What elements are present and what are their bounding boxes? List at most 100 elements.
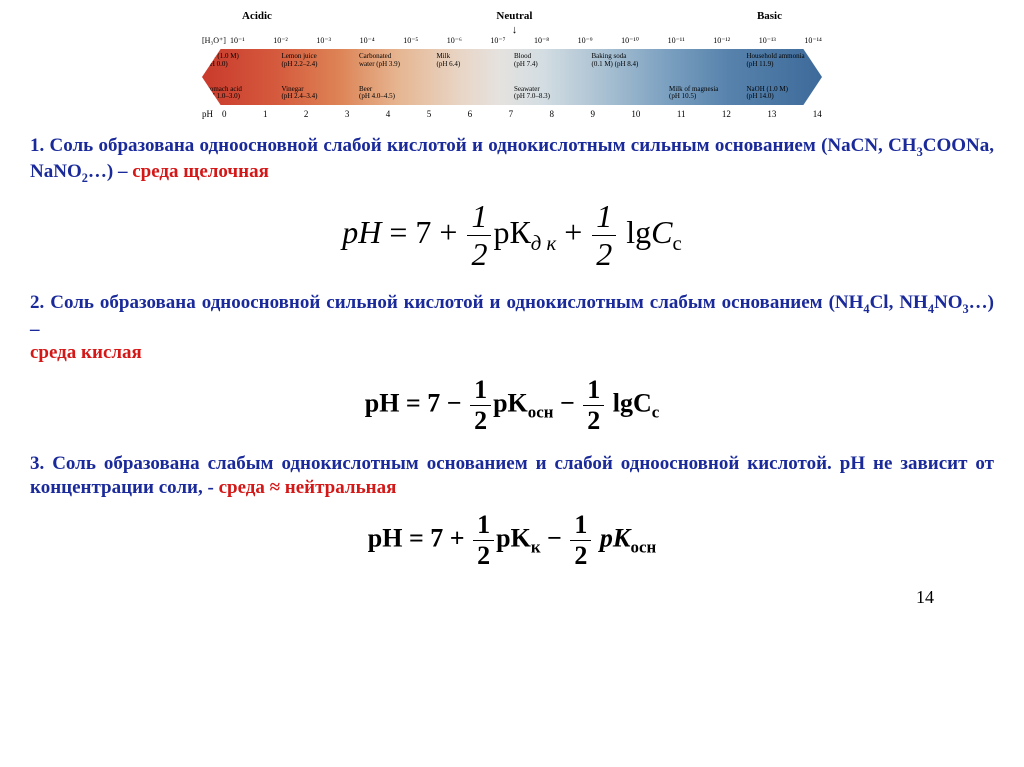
ph-example-col: Household ammonia (pH 11.9) NaOH (1.0 M) … [745,49,823,105]
f2-frac1: 12 [470,375,491,436]
ph-example-col: HCl (1.0 M) (pH 0.0) Stomach acid (pH 1.0… [202,49,280,105]
label-neutral: Neutral [496,10,532,22]
f3-pk1: pK [496,523,531,552]
ph-example-col: Lemon juice (pH 2.2–2.4) Vinegar (pH 2.4–… [280,49,358,105]
f3-pk2: pК [593,523,630,552]
section2-text-a: 2. Соль образована одноосновной сильной … [30,292,863,313]
section3-environment: среда ≈ нейтральная [219,477,397,498]
h3o-values: 10⁻¹10⁻²10⁻³10⁻⁴10⁻⁵10⁻⁶10⁻⁷10⁻⁸10⁻⁹10⁻¹… [230,36,822,45]
ph-value: 8 [550,109,555,119]
ph-scale-header: Acidic Neutral Basic [202,10,822,22]
ph-value: 4 [386,109,391,119]
f3-minus: − [541,523,569,552]
f3-pk1sub: к [531,537,541,556]
formula-3: pH = 7 + 12pKк − 12 pКосн [30,510,994,571]
ph-example-col: Carbonated water (pH 3.9) Beer (pH 4.0–4.… [357,49,435,105]
section1-text-a: 1. Соль образована одноосновной слабой к… [30,135,917,156]
ph-example-col: Baking soda (0.1 M) (pH 8.4) [590,49,668,105]
formula-1: pH = 7 + 12pКд к + 12 lgCс [30,198,994,273]
ph-value: 0 [222,109,227,119]
ph-example-bot: Beer (pH 4.0–4.5) [359,86,433,101]
f3-pk2sub: осн [631,537,657,556]
section2-text-c: NO [934,292,963,313]
f1-Csub: с [673,233,682,256]
h3o-label: [H₃O⁺] [202,36,230,45]
f1-C: C [651,214,672,250]
ph-example-bot: Stomach acid (pH 1.0–3.0) [204,86,278,101]
f1-frac1: 12 [467,198,491,273]
ph-value: 6 [468,109,473,119]
ph-example-col: Blood (pH 7.4) Seawater (pH 7.0–8.3) [512,49,590,105]
ph-example-top: Carbonated water (pH 3.9) [359,53,433,68]
f2-pksub: осн [528,403,554,422]
section1-environment: среда щелочная [132,161,269,182]
ph-value: 12 [722,109,731,119]
ph-value: 1 [263,109,268,119]
section2-environment: среда кислая [30,342,142,363]
f1-frac2: 12 [592,198,616,273]
ph-value: 3 [345,109,350,119]
ph-example-bot: NaOH (1.0 M) (pH 14.0) [747,86,821,101]
ph-values-row: pH 01234567891011121314 [202,109,822,119]
ph-example-top: Blood (pH 7.4) [514,53,588,68]
label-basic: Basic [757,10,782,22]
ph-gradient-bar: HCl (1.0 M) (pH 0.0) Stomach acid (pH 1.0… [202,49,822,105]
h3o-value: 10⁻¹² [713,36,730,45]
h3o-concentration-row: [H₃O⁺] 10⁻¹10⁻²10⁻³10⁻⁴10⁻⁵10⁻⁶10⁻⁷10⁻⁸1… [202,36,822,45]
ph-example-col: Milk (pH 6.4) [435,49,513,105]
ph-value: 7 [509,109,514,119]
ph-value: 10 [631,109,640,119]
f1-pk: pК [493,214,530,250]
section-2: 2. Соль образована одноосновной сильной … [30,291,994,365]
ph-label: pH [202,109,222,119]
h3o-value: 10⁻¹⁴ [804,36,821,45]
ph-examples: HCl (1.0 M) (pH 0.0) Stomach acid (pH 1.0… [202,49,822,105]
f3-lhs: pH [368,523,403,552]
ph-value: 9 [590,109,595,119]
h3o-value: 10⁻¹ [230,36,245,45]
f2-pk: pK [493,389,528,418]
ph-value: 5 [427,109,432,119]
h3o-value: 10⁻¹⁰ [621,36,639,45]
h3o-value: 10⁻¹³ [759,36,776,45]
f1-plus: + [556,214,590,250]
ph-scale: Acidic Neutral Basic [H₃O⁺] 10⁻¹10⁻²10⁻³… [202,10,822,119]
h3o-value: 10⁻⁹ [578,36,593,45]
f2-minus: − [553,389,581,418]
ph-example-top: Household ammonia (pH 11.9) [747,53,821,68]
f3-frac1: 12 [473,510,494,571]
label-acidic: Acidic [242,10,272,22]
f1-pksub: д к [531,233,556,256]
h3o-value: 10⁻⁴ [360,36,375,45]
section3-text-a: 3. Соль образована слабым однокислотным … [30,453,994,498]
f1-eq: = 7 + [381,214,465,250]
f3-eq: = 7 + [402,523,471,552]
ph-value: 13 [767,109,776,119]
page-number: 14 [30,587,994,608]
h3o-value: 10⁻³ [316,36,331,45]
f2-lg: lgC [606,389,652,418]
h3o-value: 10⁻¹¹ [668,36,685,45]
f2-eq: = 7 − [399,389,468,418]
ph-example-top: HCl (1.0 M) (pH 0.0) [204,53,278,68]
ph-example-bot: Vinegar (pH 2.4–3.4) [282,86,356,101]
f1-lg: lg [618,214,651,250]
ph-example-bot: Milk of magnesia (pH 10.5) [669,86,743,101]
ph-value: 14 [813,109,822,119]
ph-example-bot: Seawater (pH 7.0–8.3) [514,86,588,101]
f1-lhs: pH [342,214,381,250]
ph-value: 2 [304,109,309,119]
f2-Csub: с [652,403,660,422]
formula-2: pH = 7 − 12pKосн − 12 lgCс [30,375,994,436]
h3o-value: 10⁻⁵ [403,36,418,45]
f2-lhs: pH [365,389,400,418]
ph-values: 01234567891011121314 [222,109,822,119]
section-3: 3. Соль образована слабым однокислотным … [30,452,994,500]
ph-example-top: Lemon juice (pH 2.2–2.4) [282,53,356,68]
ph-value: 11 [677,109,686,119]
f2-frac2: 12 [583,375,604,436]
h3o-value: 10⁻⁶ [447,36,462,45]
section1-text-c: …) – [88,161,132,182]
h3o-value: 10⁻⁷ [490,36,505,45]
ph-example-top: Milk (pH 6.4) [437,53,511,68]
